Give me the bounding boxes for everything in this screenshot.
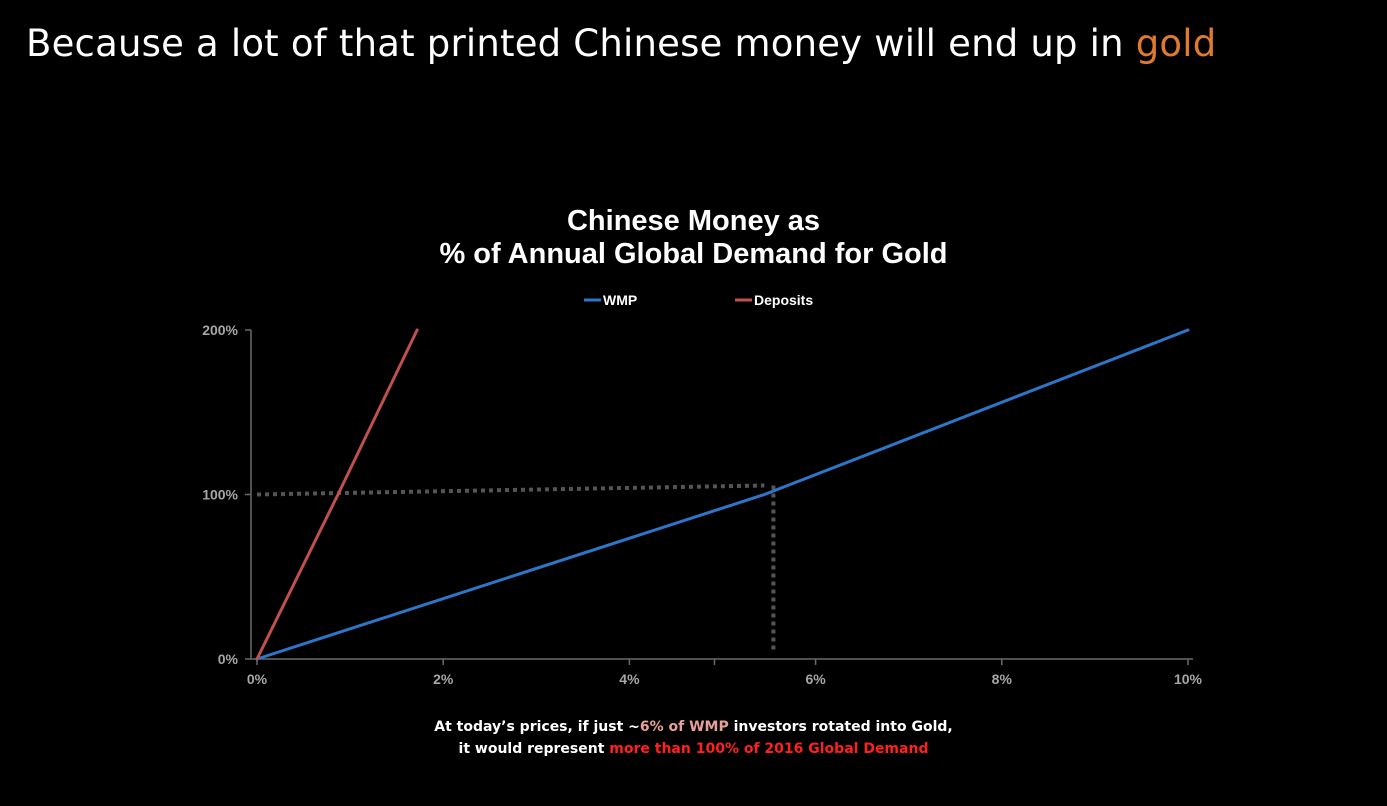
legend-label-deposits: Deposits xyxy=(754,292,813,308)
x-tick-label: 0% xyxy=(247,671,268,687)
legend-label-wmp: WMP xyxy=(603,292,637,308)
reference-line-horizontal xyxy=(256,483,765,497)
slide-title-accent: gold xyxy=(1135,22,1217,65)
x-tick-label: 2% xyxy=(433,671,454,687)
x-tick-label: 6% xyxy=(805,671,826,687)
chart-title-line-1: Chinese Money as xyxy=(566,205,821,237)
series-line-wmp xyxy=(255,328,1190,661)
chart-caption: At today’s prices, if just ~6% of WMP in… xyxy=(0,716,1387,760)
caption-line-2: it would represent more than 100% of 201… xyxy=(0,738,1387,760)
caption-line-1-text-b: investors rotated into Gold, xyxy=(728,719,953,735)
caption-line-1: At today’s prices, if just ~6% of WMP in… xyxy=(0,716,1387,738)
slide-title-text: Because a lot of that printed Chinese mo… xyxy=(26,22,1136,65)
x-tick-label: 4% xyxy=(619,671,640,687)
caption-line-1-text-a: At today’s prices, if just ~ xyxy=(434,719,640,735)
caption-highlight-demand: more than 100% of 2016 Global Demand xyxy=(609,741,929,757)
y-tick-label: 200% xyxy=(202,322,238,338)
slide-title: Because a lot of that printed Chinese mo… xyxy=(26,22,1216,65)
chart-title: Chinese Money as % of Annual Global Dema… xyxy=(0,205,1387,271)
y-tick-label: 100% xyxy=(202,487,238,503)
y-tick-label: 0% xyxy=(218,651,239,667)
series-line-deposits xyxy=(255,328,419,661)
x-tick-label: 8% xyxy=(992,671,1013,687)
caption-highlight-wmp: 6% of WMP xyxy=(639,719,729,735)
caption-line-2-text: it would represent xyxy=(458,741,610,757)
x-tick-label: 10% xyxy=(1174,671,1203,687)
chart-title-line-2: % of Annual Global Demand for Gold xyxy=(439,238,948,270)
